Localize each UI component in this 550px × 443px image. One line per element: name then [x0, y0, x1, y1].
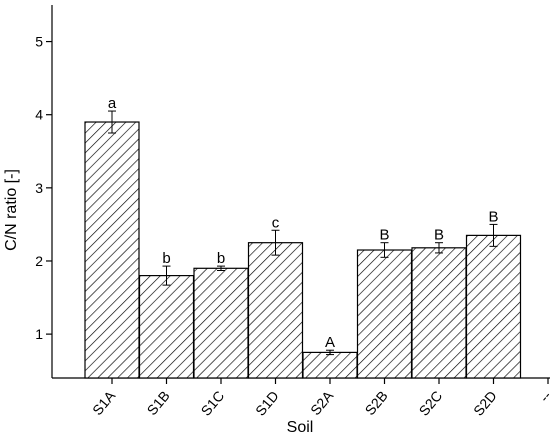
x-axis-label: Soil [287, 419, 314, 436]
bar [138, 275, 195, 379]
annotation: b [162, 250, 170, 267]
annotation: B [434, 227, 444, 244]
x-tick-label: S2B [362, 388, 391, 419]
bar [302, 351, 358, 379]
x-tick-label: S2A [307, 387, 337, 418]
y-tick-label: 3 [35, 180, 43, 196]
y-tick-label: 5 [35, 34, 43, 50]
annotation: b [217, 250, 225, 267]
x-tick-label: S1C [198, 388, 228, 419]
bar [465, 234, 522, 379]
bar [247, 242, 304, 379]
x-tick-label: S1A [89, 387, 119, 418]
x-tick-label: S1D [252, 388, 282, 419]
annotation: B [488, 208, 498, 225]
x-tick-label: S1B [144, 388, 173, 419]
y-tick-label: 2 [35, 253, 43, 269]
bar [356, 249, 413, 379]
annotation: c [272, 214, 280, 231]
annotation: B [379, 227, 389, 244]
annotation: a [108, 95, 117, 112]
x-tick-label: S2D [470, 388, 500, 419]
x-tick-label: S2C [416, 388, 446, 419]
bar [193, 267, 249, 379]
bar [84, 121, 140, 379]
y-tick-label: 4 [35, 107, 43, 123]
bar [411, 247, 467, 379]
y-tick-label: 1 [35, 326, 43, 342]
x-tick-label: -- [536, 387, 550, 405]
annotation: A [325, 334, 335, 351]
y-axis-label: C/N ratio [-] [3, 169, 20, 251]
